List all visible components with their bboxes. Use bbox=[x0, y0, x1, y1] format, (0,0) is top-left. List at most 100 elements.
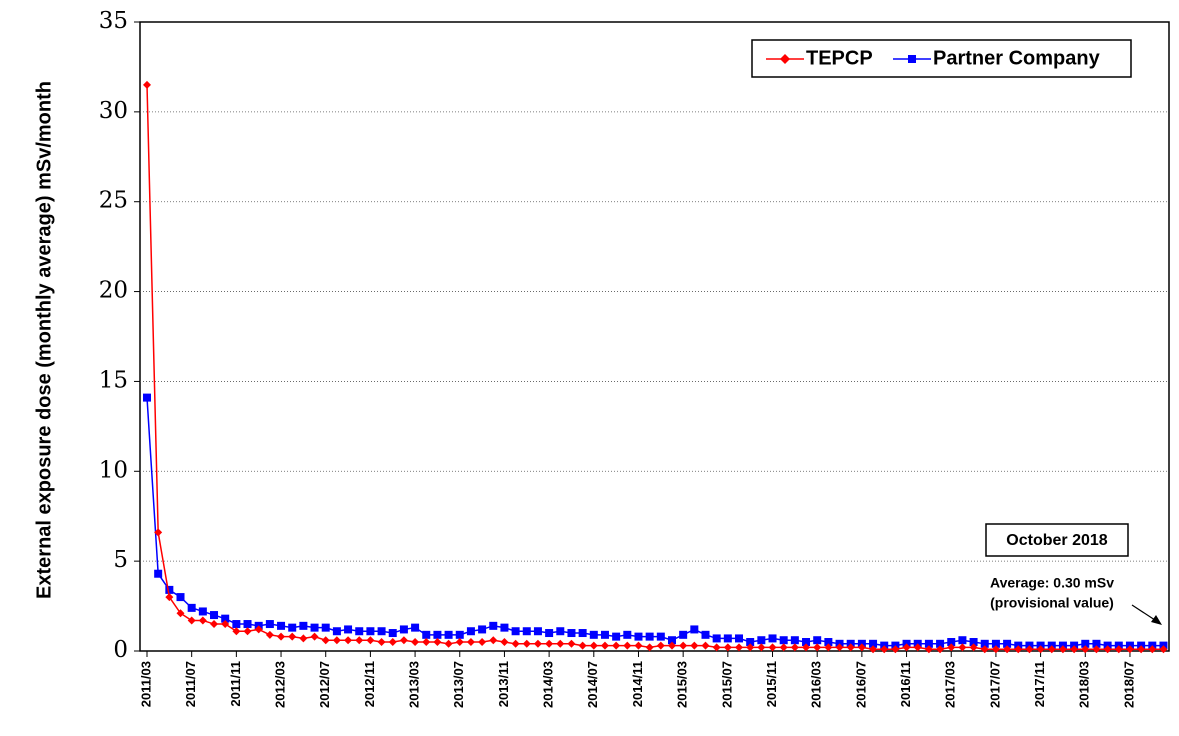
point bbox=[433, 630, 442, 639]
legend: TEPCP Partner Company bbox=[751, 39, 1132, 78]
annotation: (provisional value) bbox=[990, 595, 1114, 611]
point bbox=[656, 641, 665, 650]
point bbox=[723, 634, 732, 643]
point bbox=[511, 627, 520, 636]
y-tick-label: 30 bbox=[99, 98, 128, 124]
x-tick-label: 2013/07 bbox=[451, 661, 466, 708]
point bbox=[522, 627, 531, 636]
point bbox=[667, 641, 676, 650]
point bbox=[600, 630, 609, 639]
point bbox=[411, 638, 420, 647]
point bbox=[813, 643, 822, 652]
point bbox=[422, 638, 431, 647]
point bbox=[455, 630, 464, 639]
point bbox=[1159, 645, 1168, 654]
point bbox=[947, 643, 956, 652]
x-tick-label: 2011/07 bbox=[183, 661, 198, 707]
point bbox=[165, 585, 174, 594]
x-tick-label: 2017/03 bbox=[943, 661, 958, 708]
point bbox=[332, 636, 341, 645]
plot-frame bbox=[139, 21, 1170, 652]
point bbox=[1003, 645, 1012, 654]
x-tick-label: 2011/03 bbox=[138, 661, 153, 707]
point bbox=[1114, 645, 1123, 654]
x-tick-label: 2015/03 bbox=[675, 661, 690, 708]
point bbox=[969, 643, 978, 652]
x-tick-label: 2013/03 bbox=[407, 661, 422, 708]
point bbox=[455, 638, 464, 647]
annotation: October 2018 bbox=[1006, 532, 1107, 549]
point bbox=[567, 639, 576, 648]
point bbox=[377, 627, 386, 636]
point bbox=[366, 627, 375, 636]
point bbox=[344, 625, 353, 634]
point bbox=[533, 639, 542, 648]
point bbox=[221, 614, 230, 623]
point bbox=[623, 630, 632, 639]
point bbox=[187, 616, 196, 625]
point bbox=[444, 630, 453, 639]
y-tick-label: 10 bbox=[99, 457, 128, 483]
point bbox=[1092, 645, 1101, 654]
x-tick-label: 2014/07 bbox=[585, 661, 600, 708]
point bbox=[500, 623, 509, 632]
point bbox=[645, 643, 654, 652]
annotation-box bbox=[985, 523, 1129, 557]
point bbox=[511, 639, 520, 648]
point bbox=[757, 636, 766, 645]
point bbox=[612, 641, 621, 650]
point bbox=[332, 627, 341, 636]
y-tick-label: 25 bbox=[99, 188, 128, 214]
legend-marker bbox=[780, 54, 790, 64]
point bbox=[578, 641, 587, 650]
x-tick-label: 2016/03 bbox=[809, 661, 824, 708]
point bbox=[399, 625, 408, 634]
point bbox=[1092, 639, 1101, 648]
point bbox=[746, 638, 755, 647]
point bbox=[265, 620, 274, 629]
point bbox=[790, 636, 799, 645]
point bbox=[1103, 645, 1112, 654]
point bbox=[545, 639, 554, 648]
point bbox=[232, 627, 241, 636]
point bbox=[321, 623, 330, 632]
point bbox=[1047, 645, 1056, 654]
point bbox=[154, 569, 163, 578]
legend-label: TEPCP bbox=[806, 47, 873, 69]
y-tick-label: 15 bbox=[99, 367, 128, 393]
x-tick-label: 2017/07 bbox=[987, 661, 1002, 708]
x-tick-label: 2016/11 bbox=[898, 661, 913, 707]
point bbox=[1036, 645, 1045, 654]
y-tick-label: 0 bbox=[113, 637, 128, 663]
x-tick-label: 2018/07 bbox=[1121, 661, 1136, 708]
point bbox=[1025, 645, 1034, 654]
point bbox=[969, 638, 978, 647]
point bbox=[589, 630, 598, 639]
point bbox=[802, 638, 811, 647]
x-tick-label: 2012/07 bbox=[317, 661, 332, 708]
point bbox=[254, 625, 263, 634]
point bbox=[735, 643, 744, 652]
point bbox=[489, 636, 498, 645]
point bbox=[869, 645, 878, 654]
point bbox=[232, 620, 241, 629]
point bbox=[1081, 645, 1090, 654]
point bbox=[779, 643, 788, 652]
point bbox=[835, 643, 844, 652]
point bbox=[556, 627, 565, 636]
point bbox=[210, 620, 219, 629]
point bbox=[1003, 639, 1012, 648]
point bbox=[143, 393, 151, 402]
point bbox=[399, 636, 408, 645]
point bbox=[433, 638, 442, 647]
point bbox=[746, 643, 755, 652]
point bbox=[556, 639, 565, 648]
point bbox=[545, 629, 554, 638]
x-tick-label: 2014/11 bbox=[630, 661, 645, 707]
point bbox=[645, 632, 654, 641]
point bbox=[612, 632, 621, 641]
point bbox=[824, 638, 833, 647]
point bbox=[723, 643, 732, 652]
point bbox=[1148, 645, 1157, 654]
point bbox=[489, 621, 498, 630]
